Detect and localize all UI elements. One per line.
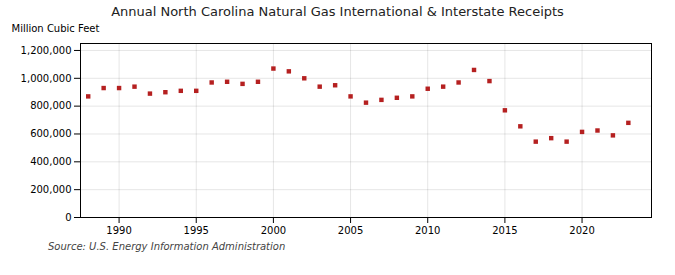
svg-text:1990: 1990 (106, 225, 131, 236)
svg-text:2005: 2005 (338, 225, 363, 236)
svg-text:600,000: 600,000 (30, 128, 71, 139)
html-text:Annual North Carolina Natural: Annual North Carolina Natural Gas Intern… (111, 4, 564, 19)
svg-text:1,200,000: 1,200,000 (21, 45, 72, 56)
svg-text:400,000: 400,000 (30, 156, 71, 167)
svg-text:800,000: 800,000 (30, 100, 71, 111)
svg-text:Million Cubic Feet: Million Cubic Feet (12, 23, 100, 34)
svg-text:1,000,000: 1,000,000 (21, 73, 72, 84)
svg-text:2015: 2015 (492, 225, 517, 236)
svg-text:0: 0 (65, 212, 71, 223)
html-text:Source: U.S. Energy Informatio: Source: U.S. Energy Information Administ… (48, 241, 286, 252)
svg-text:200,000: 200,000 (30, 184, 71, 195)
svg-text:2000: 2000 (261, 225, 286, 236)
svg-text:2020: 2020 (569, 225, 594, 236)
svg-text:2010: 2010 (415, 225, 440, 236)
svg-text:1995: 1995 (184, 225, 209, 236)
